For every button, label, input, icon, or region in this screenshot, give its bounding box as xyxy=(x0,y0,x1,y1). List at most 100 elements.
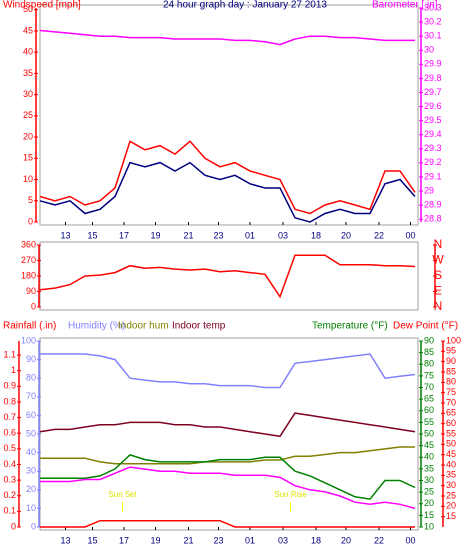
y-tick-label: 0 xyxy=(31,521,36,531)
y-tick-label: 70 xyxy=(26,391,36,401)
x-tick-label: 19 xyxy=(150,535,160,545)
x-tick-label: 21 xyxy=(183,535,193,545)
series-line xyxy=(40,454,416,500)
y-tick-label: 0.4 xyxy=(3,459,16,469)
y-tick-label: 80 xyxy=(26,373,36,383)
y-tick-label: 29.8 xyxy=(424,73,442,83)
x-tick-label: 21 xyxy=(183,230,193,240)
series-line xyxy=(39,412,416,438)
x-tick-label: 15 xyxy=(87,535,97,545)
y-tick-label: 28.8 xyxy=(424,214,442,224)
y-tick-label: 0.8 xyxy=(3,396,16,406)
y-tick-label: 20 xyxy=(26,484,36,494)
y-tick-label: E xyxy=(434,284,442,298)
y-tick-label: 30.1 xyxy=(424,31,442,41)
y-tick-label: 30 xyxy=(424,475,434,485)
y-tick-label: 0.3 xyxy=(3,474,16,484)
y-tick-label: 50 xyxy=(26,428,36,438)
y-tick-label: 0 xyxy=(31,301,36,311)
y-tick-label: 0.1 xyxy=(3,506,16,516)
y-tick-label: N xyxy=(434,299,443,313)
y-tick-label: 80 xyxy=(424,359,434,369)
y-tick-label: 180 xyxy=(21,270,36,280)
x-tick-label: 03 xyxy=(278,535,288,545)
annotation: Sun Set xyxy=(108,490,137,499)
series-line xyxy=(39,161,416,223)
y-tick-label: 65 xyxy=(424,394,434,404)
y-tick-label: 29.2 xyxy=(424,157,442,167)
x-tick-label: 15 xyxy=(87,230,97,240)
y-tick-label: 360 xyxy=(21,239,36,249)
series-line xyxy=(40,519,415,528)
y-tick-label: 70 xyxy=(424,382,434,392)
legend-label: Temperature (°F) xyxy=(312,321,388,332)
y-tick-label: 35 xyxy=(424,463,434,473)
y-tick-label: 35 xyxy=(23,68,33,78)
y-tick-label: 40 xyxy=(446,459,456,469)
x-tick-label: 17 xyxy=(119,535,129,545)
y-tick-label: 90 xyxy=(446,356,456,366)
y-tick-label: 10 xyxy=(424,521,434,531)
y-tick-label: 30 xyxy=(424,45,434,55)
y-tick-label: 40 xyxy=(424,452,434,462)
y-tick-label: 0 xyxy=(28,216,33,226)
y-tick-label: 25 xyxy=(424,487,434,497)
y-tick-label: 100 xyxy=(21,335,36,345)
y-tick-label: 30 xyxy=(23,89,33,99)
y-tick-label: 1.1 xyxy=(3,349,16,359)
y-tick-label: 50 xyxy=(424,428,434,438)
x-tick-label: 01 xyxy=(245,535,255,545)
y-tick-label: 29.6 xyxy=(424,101,442,111)
y-tick-label: 15 xyxy=(23,153,33,163)
y-tick-label: 29.7 xyxy=(424,87,442,97)
x-tick-label: 23 xyxy=(213,230,223,240)
annotation: Sun Rise xyxy=(274,490,307,499)
y-tick-label: 45 xyxy=(424,440,434,450)
x-tick-label: 01 xyxy=(245,230,255,240)
legend-label: Indoor hum xyxy=(118,321,169,332)
y-tick-label: 60 xyxy=(446,418,456,428)
y-tick-label: 270 xyxy=(21,255,36,265)
y-tick-label: 29.3 xyxy=(424,143,442,153)
y-tick-label: 20 xyxy=(446,501,456,511)
x-tick-label: 18 xyxy=(311,230,321,240)
plot-frame xyxy=(39,337,419,531)
y-tick-label: 65 xyxy=(446,408,456,418)
series-line xyxy=(40,353,416,389)
y-tick-label: 30.2 xyxy=(424,16,442,26)
y-tick-label: 40 xyxy=(23,47,33,57)
y-tick-label: 30 xyxy=(446,480,456,490)
y-tick-label: 50 xyxy=(23,4,33,14)
plot-frame xyxy=(39,4,419,226)
y-tick-label: 85 xyxy=(424,347,434,357)
legend-label: Rainfall (.in) xyxy=(3,321,56,332)
x-tick-label: 20 xyxy=(341,230,351,240)
series-line xyxy=(39,29,415,46)
y-tick-label: 25 xyxy=(23,110,33,120)
y-tick-label: 30 xyxy=(26,466,36,476)
y-tick-label: 55 xyxy=(446,428,456,438)
legend-label: Humidity (%) xyxy=(68,321,125,332)
y-tick-label: N xyxy=(434,237,443,251)
y-tick-label: 0.2 xyxy=(3,490,16,500)
y-tick-label: 90 xyxy=(424,335,434,345)
y-tick-label: S xyxy=(434,268,442,282)
y-tick-label: 0.7 xyxy=(3,412,16,422)
y-tick-label: 50 xyxy=(446,439,456,449)
y-tick-label: 25 xyxy=(446,490,456,500)
y-tick-label: 95 xyxy=(446,346,456,356)
y-tick-label: 60 xyxy=(26,410,36,420)
y-tick-label: 80 xyxy=(446,377,456,387)
y-tick-label: 55 xyxy=(424,417,434,427)
y-tick-label: 0.6 xyxy=(3,428,16,438)
y-tick-label: 10 xyxy=(26,503,36,513)
x-tick-label: 18 xyxy=(311,535,321,545)
y-tick-label: 29.5 xyxy=(424,115,442,125)
x-tick-label: 22 xyxy=(374,230,384,240)
y-tick-label: 75 xyxy=(424,370,434,380)
x-tick-label: 19 xyxy=(150,230,160,240)
header-label: 24 hour graph day : January 27 2013 xyxy=(163,0,327,11)
y-tick-label: 15 xyxy=(424,510,434,520)
y-tick-label: 28.9 xyxy=(424,199,442,209)
